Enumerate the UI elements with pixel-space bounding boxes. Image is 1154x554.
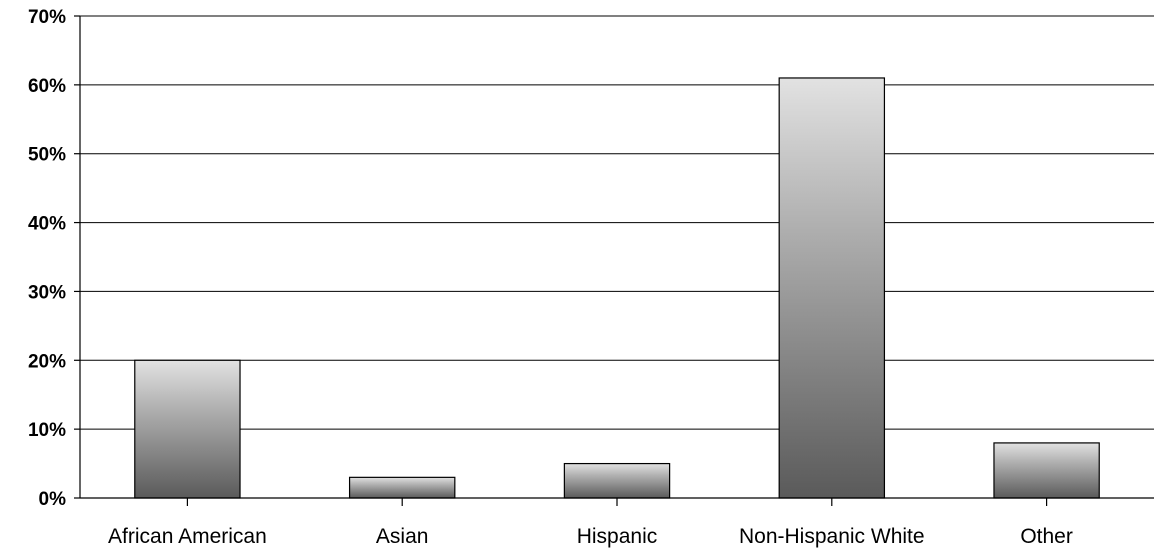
y-tick-label: 40%: [28, 214, 66, 235]
y-axis-tick-labels: 0% 10% 20% 30% 40% 50% 60% 70%: [28, 7, 66, 510]
x-category-label: Non-Hispanic White: [739, 525, 925, 548]
y-tick-label: 50%: [28, 145, 66, 166]
bar-asian: [348, 476, 456, 499]
axes: [74, 15, 1154, 506]
y-tick-label: 30%: [28, 282, 66, 303]
bar-hispanic: [563, 462, 671, 499]
bar-non-hispanic-white: [778, 77, 886, 499]
bar-other: [993, 442, 1100, 499]
bars: [134, 77, 1100, 499]
y-tick-label: 0%: [39, 489, 67, 510]
x-category-label: Asian: [376, 525, 429, 548]
y-tick-label: 60%: [28, 76, 66, 97]
y-tick-label: 70%: [28, 7, 66, 28]
x-category-label: Hispanic: [577, 525, 658, 548]
x-axis-category-labels: African American Asian Hispanic Non-Hispani…: [108, 525, 1073, 548]
x-category-label: Other: [1020, 525, 1073, 548]
x-category-label: African American: [108, 525, 267, 548]
y-tick-label: 20%: [28, 351, 66, 372]
gridlines: [80, 15, 1154, 430]
y-tick-label: 10%: [28, 420, 66, 441]
bar-african-american: [134, 359, 241, 499]
